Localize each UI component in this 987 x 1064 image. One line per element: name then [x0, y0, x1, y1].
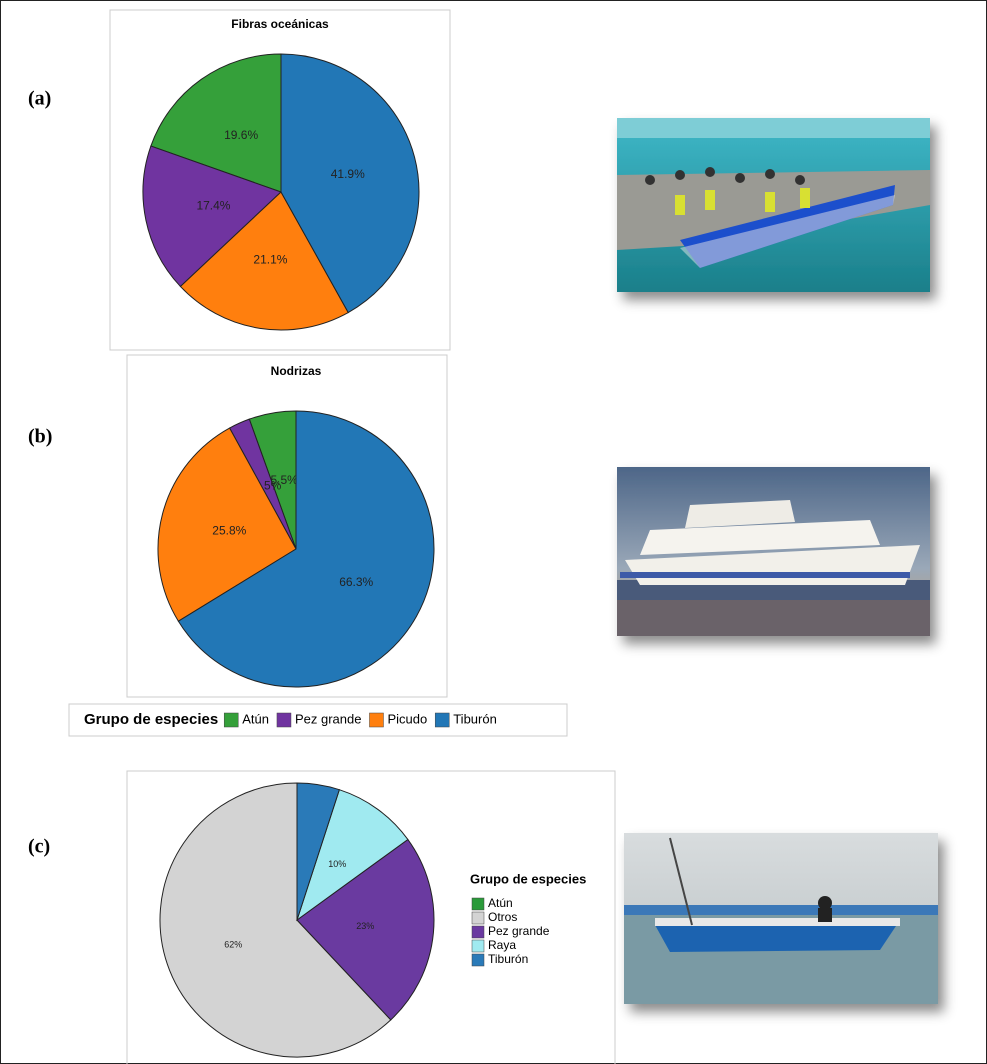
- panel-label: (c): [28, 836, 50, 858]
- legend-key: [471, 925, 485, 939]
- data-label: 19.6%: [224, 128, 258, 142]
- legend-label: Atún: [242, 711, 269, 726]
- legend-label: Picudo: [387, 711, 427, 726]
- panel-label: (a): [28, 88, 51, 110]
- data-label: 41.9%: [331, 167, 365, 181]
- pie-slice: [142, 145, 282, 288]
- data-label: 10%: [328, 859, 346, 869]
- legend-key: [434, 712, 450, 728]
- legend-title: Grupo de especies: [84, 711, 218, 728]
- data-label: 62%: [224, 940, 242, 950]
- pie-slice: [177, 410, 435, 688]
- legend-label: Otros: [488, 910, 517, 924]
- pie-slice: [157, 427, 297, 622]
- data-label: 5.5%: [270, 473, 298, 487]
- legend-label: Tiburón: [453, 711, 497, 726]
- data-label: 23%: [356, 921, 374, 931]
- data-label: 21.1%: [253, 252, 287, 266]
- data-label: 17.4%: [196, 198, 230, 212]
- legend-frame: [68, 703, 568, 737]
- legend-label: Raya: [488, 938, 516, 952]
- legend-key: [471, 911, 485, 925]
- pie-slice: [280, 53, 420, 314]
- legend-label: Atún: [488, 896, 513, 910]
- panel-label: (b): [28, 426, 52, 448]
- chart-frame: [126, 770, 616, 1064]
- legend-label: Pez grande: [488, 924, 550, 938]
- pie-slice: [296, 789, 409, 922]
- pie-slice: [159, 782, 392, 1058]
- data-label: 25.8%: [212, 524, 246, 538]
- legend-label: Pez grande: [295, 711, 362, 726]
- legend-key: [369, 712, 384, 728]
- pie-slice: [296, 838, 435, 1021]
- chart-title: Nodrizas: [271, 364, 322, 378]
- legend-key: [471, 953, 485, 967]
- legend-key: [276, 712, 292, 728]
- photo: [624, 833, 938, 1004]
- pie-slice: [179, 191, 349, 331]
- legend-key: [471, 897, 485, 911]
- photo: [617, 118, 930, 292]
- chart-frame: [126, 354, 448, 698]
- pie-slice: [296, 782, 340, 921]
- photo: [617, 467, 930, 636]
- chart-frame: [109, 9, 451, 351]
- chart-title: Fibras oceánicas: [231, 17, 329, 31]
- legend-label: Tiburón: [488, 952, 528, 966]
- legend-key: [223, 712, 239, 728]
- legend-key: [471, 939, 485, 953]
- legend-title: Grupo de especies: [470, 871, 586, 886]
- data-label: 66.3%: [339, 575, 373, 589]
